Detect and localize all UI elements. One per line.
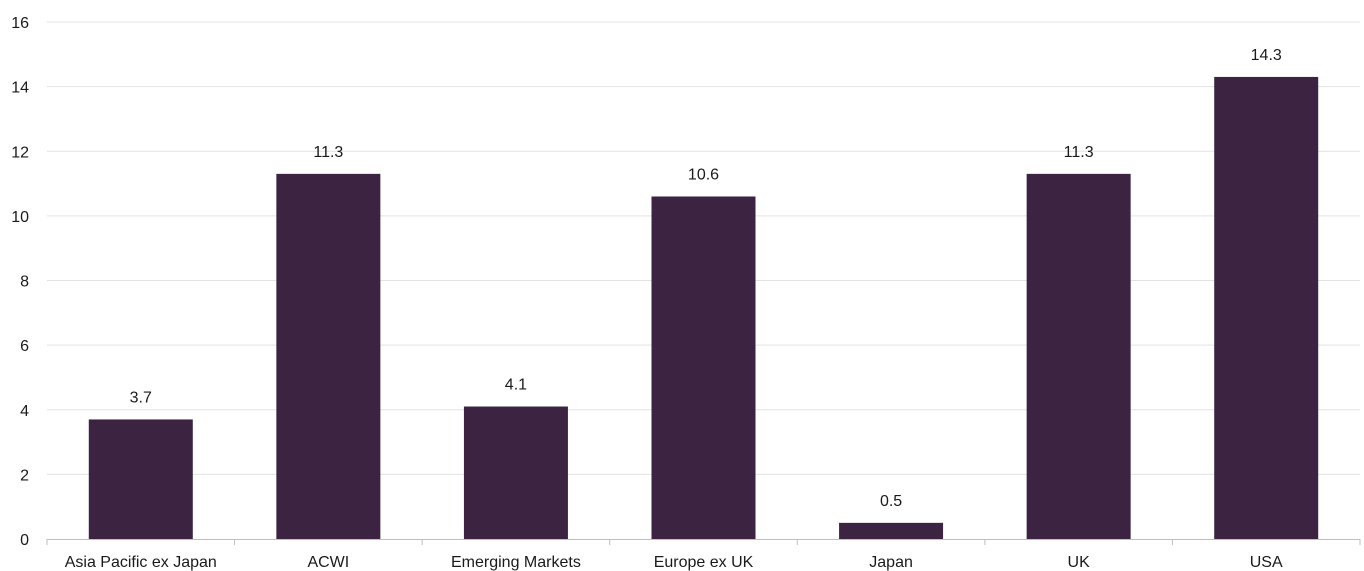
bar-value-label: 0.5 (880, 493, 902, 510)
data-labels: 3.7 11.3 4.1 10.6 0.5 11.3 14.3 (130, 47, 1282, 510)
bar-value-label: 14.3 (1251, 47, 1282, 64)
x-category-label: Japan (869, 554, 913, 571)
category-labels: Asia Pacific ex Japan ACWI Emerging Market… (65, 554, 1283, 571)
bar (463, 406, 568, 539)
y-tick-label: 16 (11, 15, 29, 32)
bar-value-label: 11.3 (1064, 144, 1094, 161)
x-category-label: UK (1068, 554, 1091, 571)
bars (88, 76, 1319, 540)
y-tick-label: 6 (20, 338, 29, 355)
y-axis-tick-labels: 0 2 4 6 8 10 12 14 16 (11, 15, 29, 549)
bar-value-label: 11.3 (313, 144, 343, 161)
x-axis (46, 539, 1361, 545)
bar (1214, 76, 1319, 540)
bar (839, 522, 944, 539)
bar (276, 173, 381, 539)
bar-value-label: 4.1 (505, 377, 527, 394)
bar (88, 419, 193, 539)
y-tick-label: 14 (11, 80, 29, 97)
bar-value-label: 3.7 (130, 389, 152, 406)
bar (651, 196, 756, 540)
y-tick-label: 4 (20, 403, 29, 420)
y-tick-label: 8 (20, 274, 29, 291)
y-tick-label: 2 (20, 467, 29, 484)
y-tick-label: 12 (11, 144, 29, 161)
bar (1026, 173, 1131, 539)
x-category-label: ACWI (307, 554, 349, 571)
x-category-label: Asia Pacific ex Japan (65, 554, 217, 571)
x-category-label: Europe ex UK (654, 554, 754, 571)
x-category-label: Emerging Markets (451, 554, 581, 571)
y-tick-label: 10 (11, 209, 29, 226)
x-category-label: USA (1250, 554, 1283, 571)
bar-value-label: 10.6 (688, 166, 719, 183)
y-tick-label: 0 (20, 532, 29, 549)
